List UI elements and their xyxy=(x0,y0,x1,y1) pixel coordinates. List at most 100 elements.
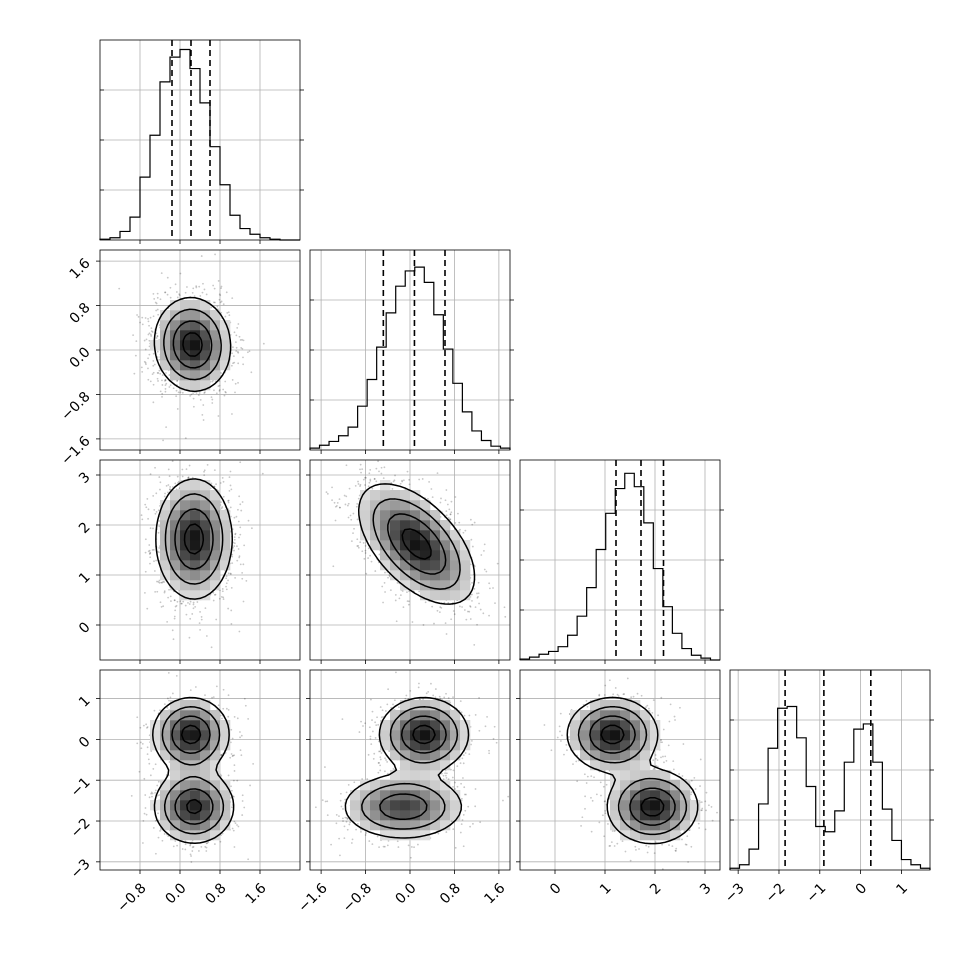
scatter-panel-p0-p1-density-bin xyxy=(180,300,191,311)
scatter-panel-p0-p2-sample-point xyxy=(167,491,169,494)
scatter-panel-p0-p2-sample-point xyxy=(242,600,245,603)
scatter-panel-p1-p2-sample-point xyxy=(450,511,453,514)
scatter-panel-p0-p2-sample-point xyxy=(173,599,176,601)
scatter-panel-p0-p2-sample-point xyxy=(167,468,170,471)
scatter-panel-p1-p2-sample-point xyxy=(464,529,467,532)
scatter-panel-p0-p1-density-bin xyxy=(160,320,171,331)
scatter-panel-p0-p1-sample-point xyxy=(218,298,221,301)
scatter-panel-p0-p2-density-bin xyxy=(220,560,231,571)
scatter-panel-p0-p1-sample-point xyxy=(198,392,201,394)
scatter-panel-p0-p1-sample-point xyxy=(219,301,222,304)
scatter-panel-p1-p2-sample-point xyxy=(350,518,353,521)
scatter-panel-p1-p2-sample-point xyxy=(473,643,476,646)
scatter-panel-p0-p1-density-bin xyxy=(190,370,201,381)
scatter-panel-p0-p1-sample-point xyxy=(178,294,181,297)
scatter-panel-p0-p1-sample-point xyxy=(118,287,121,290)
scatter-panel-p0-p1-sample-point xyxy=(176,380,179,383)
scatter-panel-p1-p2-sample-point xyxy=(463,609,466,611)
scatter-panel-p0-p2-sample-point xyxy=(229,572,232,575)
scatter-panel-p0-p2-sample-point xyxy=(189,600,192,603)
scatter-panel-p0-p2-contour-1 xyxy=(183,523,205,555)
scatter-panel-p0-p1-density-bin xyxy=(190,350,201,361)
scatter-panel-p0-p1-sample-point xyxy=(202,282,204,285)
scatter-panel-p1-p2-sample-point xyxy=(474,606,477,609)
scatter-panel-p0-p1-sample-point xyxy=(135,340,138,343)
scatter-panel-p0-p2-sample-point xyxy=(178,589,180,592)
scatter-panel-p0-p1-sample-point xyxy=(151,373,154,375)
scatter-panel-p1-p2-sample-point xyxy=(450,500,453,503)
scatter-panel-p1-p2-sample-point xyxy=(485,570,488,573)
scatter-panel-p0-p1-sample-point xyxy=(202,419,205,421)
scatter-panel-p1-p2-sample-point xyxy=(373,477,376,480)
hist-panel-p1 xyxy=(309,249,514,454)
scatter-panel-p0-p2-sample-point xyxy=(206,463,209,466)
scatter-panel-p0-p1-density-bin xyxy=(190,300,201,311)
scatter-panel-p1-p2-sample-point xyxy=(492,587,494,589)
scatter-panel-p0-p2-sample-point xyxy=(144,570,147,573)
scatter-panel-p0-p1-sample-point xyxy=(213,389,215,392)
scatter-panel-p1-p2-sample-point xyxy=(355,505,358,508)
scatter-panel-p1-p2-sample-point xyxy=(362,455,364,457)
scatter-panel-p1-p2-sample-point xyxy=(339,506,341,509)
scatter-panel-p0-p2-sample-point xyxy=(152,548,155,551)
scatter-panel-p0-p2-sample-point xyxy=(188,636,191,639)
scatter-panel-p0-p1-sample-point xyxy=(216,305,219,308)
scatter-panel-p0-p2-sample-point xyxy=(153,560,155,563)
scatter-panel-p0-p2-sample-point xyxy=(245,579,248,582)
scatter-panel-p0-p2-sample-point xyxy=(220,507,223,510)
scatter-panel-p0-p1-sample-point xyxy=(193,295,196,298)
scatter-panel-p0-p2-sample-point xyxy=(234,532,237,535)
scatter-panel-p0-p2-sample-point xyxy=(166,441,168,443)
scatter-panel-p0-p2-sample-point xyxy=(171,460,174,462)
scatter-panel-p0-p1-sample-point xyxy=(145,338,148,341)
scatter-panel-p1-p2-sample-point xyxy=(471,600,473,602)
scatter-panel-p0-p2-density-bin xyxy=(190,530,201,541)
scatter-panel-p0-p1-sample-point xyxy=(235,346,238,349)
scatter-panel-p0-p1-sample-point xyxy=(237,323,240,325)
scatter-panel-p1-p2-sample-point xyxy=(445,514,448,517)
scatter-panel-p1-p2-sample-point xyxy=(467,610,469,613)
scatter-panel-p0-p1-density-bin xyxy=(220,320,231,331)
scatter-panel-p0-p1-sample-point xyxy=(212,284,215,287)
scatter-panel-p0-p2-sample-point xyxy=(171,486,174,488)
scatter-panel-p0-p1-sample-point xyxy=(236,350,239,353)
scatter-panel-p1-p2-sample-point xyxy=(439,606,442,608)
scatter-panel-p0-p1-sample-point xyxy=(149,380,152,383)
scatter-panel-p0-p2-density-bin xyxy=(220,540,231,551)
scatter-panel-p0-p2-sample-point xyxy=(152,527,154,530)
scatter-panel-p0-p1-sample-point xyxy=(192,287,195,290)
scatter-panel-p0-p1-sample-point xyxy=(217,280,220,282)
scatter-panel-p0-p2-density-bin xyxy=(210,520,221,531)
scatter-panel-p0-p1-sample-point xyxy=(155,309,158,312)
scatter-panel-p1-p2-sample-point xyxy=(383,458,385,460)
scatter-panel-p0-p2-density-bin xyxy=(180,480,191,491)
scatter-panel-p0-p1-sample-point xyxy=(222,303,225,306)
scatter-panel-p1-p2-sample-point xyxy=(406,591,408,594)
scatter-panel-p1-p2-sample-point xyxy=(504,615,507,618)
scatter-panel-p0-p1-sample-point xyxy=(148,345,151,348)
scatter-panel-p1-p2-sample-point xyxy=(421,478,424,480)
scatter-panel-p0-p1-sample-point xyxy=(202,404,205,406)
scatter-panel-p1-p2-sample-point xyxy=(445,510,448,513)
scatter-panel-p0-p1-sample-point xyxy=(176,296,179,299)
scatter-panel-p0-p2-sample-point xyxy=(140,514,143,517)
scatter-panel-p0-p2-sample-point xyxy=(154,590,157,593)
scatter-panel-p0-p2-sample-point xyxy=(261,472,264,475)
scatter-panel-p0-p1-sample-point xyxy=(234,391,236,394)
scatter-panel-p0-p1-sample-point xyxy=(150,327,153,329)
scatter-panel-p1-p2-sample-point xyxy=(444,622,447,625)
scatter-panel-p0-p1-sample-point xyxy=(156,377,159,380)
scatter-panel-p0-p2-sample-point xyxy=(181,468,184,471)
scatter-panel-p0-p2-sample-point xyxy=(149,552,152,555)
scatter-panel-p0-p2-sample-point xyxy=(215,618,218,621)
scatter-panel-p1-p2-sample-point xyxy=(483,549,485,552)
scatter-panel-p0-p1-density-bin xyxy=(220,350,231,361)
scatter-panel-p0-p2-sample-point xyxy=(233,542,236,545)
scatter-panel-p0-p1-sample-point xyxy=(144,348,147,351)
scatter-panel-p0-p1-sample-point xyxy=(179,391,182,394)
scatter-panel-p0-p1-sample-point xyxy=(158,358,161,361)
scatter-panel-p1-p2-sample-point xyxy=(454,522,457,524)
scatter-panel-p0-p2-sample-point xyxy=(175,604,178,607)
scatter-panel-p0-p1-density-bin xyxy=(220,330,231,341)
scatter-panel-p0-p1-density-bin xyxy=(210,370,221,381)
